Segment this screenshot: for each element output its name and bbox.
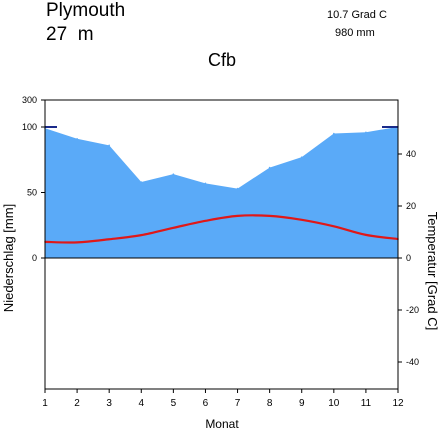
temperature-point <box>140 234 143 236</box>
temp-tick-label: -40 <box>406 357 419 367</box>
x-tick-label: 3 <box>106 398 112 409</box>
precipitation-area-layer <box>44 126 399 259</box>
precip-point <box>268 166 271 169</box>
station-elevation: 27 m <box>46 24 94 45</box>
x-tick-label: 5 <box>171 398 177 409</box>
x-tick-label: 9 <box>299 398 305 409</box>
temperature-point <box>236 215 239 217</box>
temperature-point <box>268 215 271 217</box>
mean-temperature: 10.7 Grad C <box>327 9 387 21</box>
precip-point <box>172 173 175 175</box>
precip-point <box>333 132 335 135</box>
x-tick-label: 6 <box>203 398 209 409</box>
x-tick-label: 10 <box>328 398 340 409</box>
x-axis-ticks: 1 2 3 4 5 6 7 8 9 10 11 12 <box>42 389 404 409</box>
left-axis-label: Niederschlag [mm] <box>1 204 16 312</box>
x-tick-label: 8 <box>267 398 273 409</box>
x-tick-label: 2 <box>74 398 80 409</box>
temperature-line-layer <box>44 214 399 244</box>
annual-precipitation: 980 mm <box>335 27 375 39</box>
precip-point <box>140 181 143 183</box>
temp-tick-label: 20 <box>406 201 416 211</box>
temperature-line <box>44 214 399 244</box>
precip-tick-label: 300 <box>22 95 37 105</box>
precip-axis-ticks: 0 50 100 300 <box>22 95 45 263</box>
precip-tick-label: 50 <box>27 188 37 198</box>
temp-tick-label: 0 <box>406 253 411 263</box>
chart-title: Cfb <box>208 50 236 70</box>
x-tick-label: 1 <box>42 398 48 409</box>
temperature-point <box>76 241 78 244</box>
x-tick-label: 7 <box>235 398 241 409</box>
temperature-point <box>108 238 110 241</box>
x-tick-label: 12 <box>392 398 404 409</box>
temp-tick-label: 40 <box>406 149 416 159</box>
precip-tick-label: 100 <box>22 122 37 132</box>
plot-frame <box>44 99 399 390</box>
precip-point <box>365 131 367 134</box>
precipitation-area <box>45 126 398 259</box>
precip-point <box>300 156 303 158</box>
temp-tick-label: -20 <box>406 305 419 315</box>
precip-point <box>236 187 239 190</box>
temperature-point <box>333 225 335 228</box>
temperature-point <box>204 220 207 222</box>
temperature-point <box>365 234 367 236</box>
x-tick-label: 4 <box>138 398 144 409</box>
x-axis-label: Monat <box>205 417 239 430</box>
precip-point <box>108 144 110 147</box>
precip-point <box>204 182 207 185</box>
temp-axis-ticks: -40 -20 0 20 40 <box>398 149 419 367</box>
precip-point <box>76 137 78 140</box>
temperature-point <box>300 218 303 221</box>
right-axis-label: Temperatur [Grad C] <box>425 212 439 331</box>
x-tick-label: 11 <box>361 398 372 409</box>
temperature-point <box>172 227 175 229</box>
precip-tick-label: 0 <box>32 253 37 263</box>
station-name: Plymouth <box>46 0 125 21</box>
